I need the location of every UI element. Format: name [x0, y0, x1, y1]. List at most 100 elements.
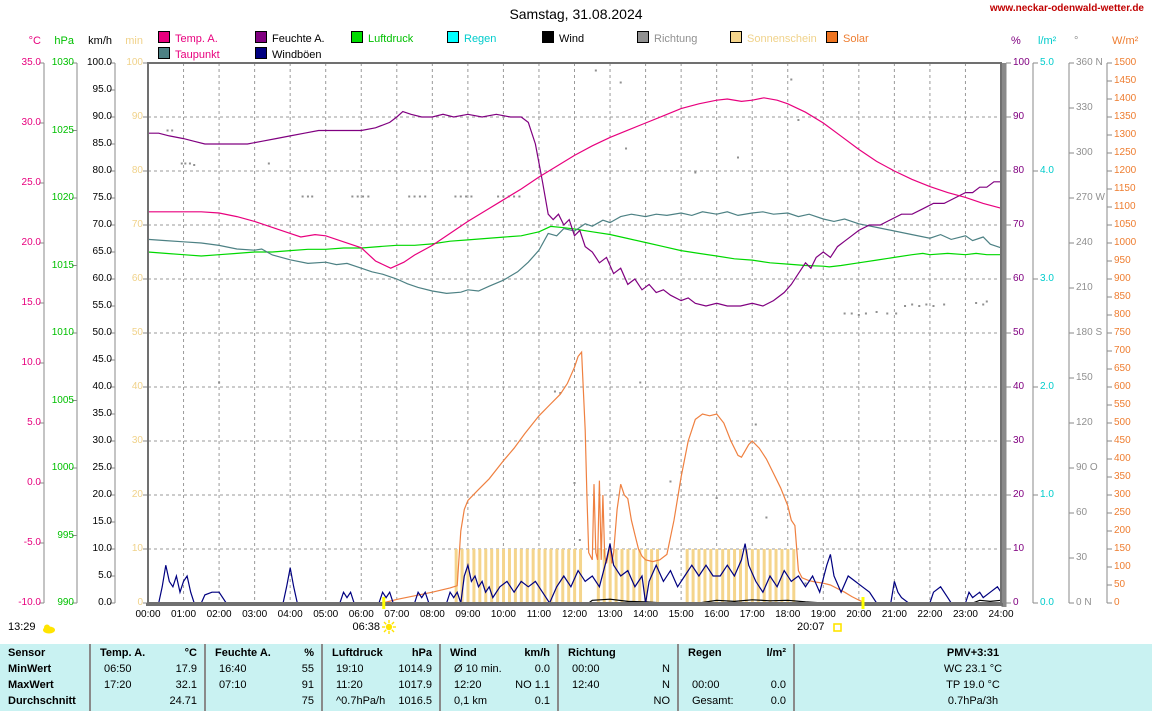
- tick-direction-10: 60: [1076, 507, 1088, 518]
- tick-wind-speed-13: 35.0: [92, 408, 112, 419]
- tick-wind-speed-17: 15.0: [92, 516, 112, 527]
- tick-wind-speed-6: 70.0: [92, 219, 112, 230]
- legend-label-windb-en: Windböen: [272, 49, 322, 61]
- tick-humidity-9: 10: [1013, 543, 1025, 554]
- table-cell-temp-a-0-time: 06:50: [104, 663, 132, 675]
- tick-humidity-3: 70: [1013, 219, 1025, 230]
- tick-pressure-1: 1025: [51, 124, 74, 136]
- tick-sunshine-5: 50: [131, 327, 143, 338]
- legend-label-solar: Solar: [843, 33, 869, 45]
- legend-item-sonnenschein: Sonnenschein: [730, 31, 817, 45]
- tick-pressure-3: 1015: [51, 259, 74, 271]
- tick-direction-1: 330: [1076, 102, 1093, 113]
- table-cell-feuchte-a-0-time: 16:40: [219, 663, 247, 675]
- table-divider-2: [321, 644, 323, 711]
- tick-wind-speed-18: 10.0: [92, 543, 112, 554]
- tick-sunshine-7: 30: [131, 435, 143, 446]
- axis-unit-solar: W/m²: [1112, 35, 1139, 47]
- axis-rain: [1032, 62, 1038, 604]
- tick-temperature-6: 5.0: [27, 417, 41, 428]
- tick-temperature-2: 25.0: [21, 177, 41, 188]
- tick-solar-3: 1350: [1114, 111, 1137, 122]
- table-header-wind: Wind: [450, 647, 477, 659]
- table-header-luftdruck: Luftdruck: [332, 647, 383, 659]
- table-cell-wind-2-time: 0,1 km: [454, 695, 488, 707]
- table-cell-richtung-1-time: 12:40: [572, 679, 600, 691]
- legend-item-windb-en: Windböen: [255, 47, 322, 61]
- legend-item-richtung: Richtung: [637, 31, 697, 45]
- x-tick-00-00: 00:00: [135, 609, 161, 620]
- day-length-label: 13:29: [8, 622, 36, 633]
- tick-solar-22: 400: [1114, 453, 1131, 464]
- series-line-feuchte-a: [148, 110, 1001, 307]
- table-unit-regen: l/m²: [766, 647, 786, 659]
- table-cell-wind-0-value: 0.0: [534, 663, 550, 675]
- legend-swatch-regen: [447, 31, 459, 43]
- tick-sunshine-1: 90: [131, 111, 143, 122]
- legend-swatch-sonnenschein: [730, 31, 742, 43]
- tick-humidity-8: 20: [1013, 489, 1025, 500]
- axis-unit-pressure: hPa: [54, 35, 74, 47]
- table-cell-feuchte-a-2-value: 75: [301, 695, 314, 707]
- table-cell-feuchte-a-1-time: 07:10: [219, 679, 247, 691]
- table-divider-5: [677, 644, 679, 711]
- grid-lines: [148, 63, 1001, 603]
- tick-solar-26: 200: [1114, 525, 1131, 536]
- tick-direction-8: 120: [1076, 417, 1093, 428]
- tick-solar-10: 1000: [1114, 237, 1137, 248]
- legend-swatch-temp-a: [158, 31, 170, 43]
- tick-solar-24: 300: [1114, 489, 1131, 500]
- table-header-richtung: Richtung: [568, 647, 616, 659]
- x-tick-16-00: 16:00: [704, 609, 730, 620]
- tick-direction-0: 360 N: [1076, 57, 1103, 68]
- tick-direction-12: 0 N: [1076, 597, 1092, 608]
- table-cell-richtung-2-value: NO: [653, 695, 671, 707]
- tick-sunshine-0: 100: [126, 57, 143, 68]
- tick-sunshine-9: 10: [131, 543, 143, 554]
- tick-wind-speed-12: 40.0: [92, 381, 112, 392]
- table-cell-temp-a-1-value: 32.1: [175, 679, 197, 691]
- x-tick-01-00: 01:00: [171, 609, 197, 620]
- tick-solar-16: 700: [1114, 345, 1131, 356]
- table-cell-luftdruck-1-time: 11:20: [336, 679, 363, 691]
- tick-temperature-3: 20.0: [21, 237, 41, 248]
- tick-solar-8: 1100: [1114, 201, 1136, 212]
- legend-label-taupunkt: Taupunkt: [175, 49, 220, 61]
- series-line-solar: [382, 350, 866, 604]
- x-tick-14-00: 14:00: [633, 609, 659, 620]
- tick-direction-6: 180 S: [1076, 327, 1103, 338]
- legend-swatch-solar: [826, 31, 838, 43]
- tick-solar-7: 1150: [1114, 183, 1136, 194]
- table-unit-feuchte-a: %: [304, 647, 314, 659]
- tick-wind-speed-10: 50.0: [92, 327, 112, 338]
- table-cell-temp-a-0-value: 17.9: [175, 663, 197, 675]
- tick-wind-speed-5: 75.0: [92, 192, 112, 203]
- table-cell-regen-2-time: Gesamt:: [692, 695, 734, 707]
- axis-unit-direction: °: [1074, 35, 1079, 47]
- sunrise-sun-icon: [382, 620, 396, 634]
- tick-rain-4: 1.0: [1040, 489, 1054, 500]
- table-cell-pmv-2: 0.7hPa/3h: [947, 695, 999, 707]
- tick-solar-0: 1500: [1114, 57, 1137, 68]
- x-tick-20-00: 20:00: [846, 609, 872, 620]
- day-length-value: 13:29: [8, 621, 36, 633]
- site-url-link[interactable]: www.neckar-odenwald-wetter.de: [989, 3, 1144, 14]
- table-cell-feuchte-a-0-value: 55: [301, 663, 314, 675]
- tick-wind-speed-1: 95.0: [92, 84, 112, 95]
- table-unit-wind: km/h: [524, 647, 550, 659]
- table-header-pmv: PMV+3:31: [946, 647, 1000, 659]
- x-tick-05-00: 05:00: [313, 609, 339, 620]
- legend-label-wind: Wind: [559, 33, 585, 45]
- legend-swatch-taupunkt: [158, 47, 170, 59]
- legend-swatch-windb-en: [255, 47, 267, 59]
- weather-plot: [39, 62, 1112, 609]
- tick-rain-1: 4.0: [1040, 165, 1054, 176]
- axis-unit-temperature: °C: [28, 35, 41, 47]
- sunrise-value: 06:38: [352, 621, 380, 633]
- x-tick-02-00: 02:00: [206, 609, 232, 620]
- tick-solar-1: 1450: [1114, 75, 1137, 86]
- tick-pressure-2: 1020: [51, 192, 74, 203]
- series-line-temp-a: [148, 97, 1002, 269]
- axis-pressure: [72, 62, 78, 604]
- tick-solar-11: 950: [1114, 255, 1131, 266]
